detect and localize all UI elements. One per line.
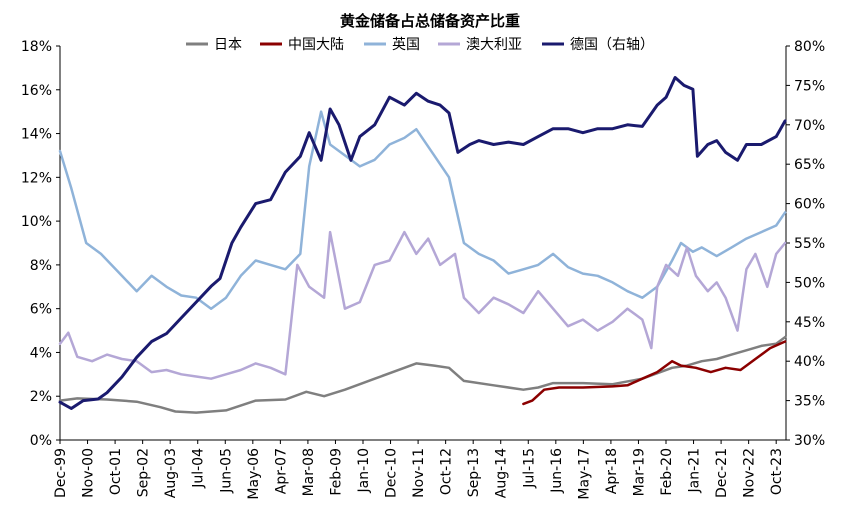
left-axis-tick-label: 4% [30,345,52,361]
x-axis-tick-label: Oct-01 [108,448,124,495]
x-axis-tick-label: Oct-12 [439,448,455,495]
tick-labels: 0% 2% 4% 6% 8% 10% 12% 14% 16% 18% 30% 35% 40% 45% 50%… [21,39,825,500]
x-axis-tick-label: Jul-04 [191,448,207,489]
series-line-4 [58,76,787,410]
right-axis-tick-label: 55% [794,236,825,252]
series-group [58,76,787,414]
right-axis-tick-label: 40% [794,354,825,370]
x-axis-tick-label: Jun-16 [549,448,565,494]
right-axis-tick-label: 80% [794,39,825,55]
x-axis-tick-label: Dec-10 [384,448,400,498]
x-axis-tick-label: Sep-02 [136,448,152,497]
left-axis-tick-label: 0% [30,433,52,449]
x-axis-tick-label: Nov-00 [81,448,97,498]
chart-title: 黄金储备占总储备资产比重 [340,12,520,30]
right-axis-tick-label: 35% [794,394,825,410]
x-axis-tick-label: Feb-09 [328,448,344,496]
x-axis-tick-label: Feb-20 [659,448,675,496]
legend-label-2: 英国 [392,36,420,53]
x-axis-tick-label: May-06 [246,448,262,500]
axes [56,45,790,444]
x-axis-tick-label: Apr-07 [273,448,289,494]
legend-label-0: 日本 [214,37,242,53]
legend-label-4: 德国（右轴） [570,37,654,53]
right-axis-tick-label: 70% [794,118,825,134]
legend-label-1: 中国大陆 [288,37,344,53]
x-axis-tick-label: Nov-22 [742,448,758,498]
x-axis-tick-label: Aug-14 [494,448,510,498]
right-axis-tick-label: 60% [794,197,825,213]
right-axis-tick-label: 30% [794,433,825,449]
x-axis-tick-label: May-17 [576,448,592,500]
x-axis-tick-label: Oct-23 [769,448,785,495]
x-axis-tick-label: Sep-13 [466,448,482,497]
right-axis-tick-label: 65% [794,157,825,173]
x-axis-tick-label: Jul-15 [521,448,537,489]
series-line-0 [58,335,787,414]
series-line-1 [522,340,787,406]
right-axis-tick-label: 50% [794,275,825,291]
x-axis-tick-label: Aug-03 [163,448,179,498]
x-axis-tick-label: Nov-11 [411,448,427,498]
series-line-3 [58,230,787,380]
left-axis-tick-label: 12% [21,170,52,186]
x-axis-tick-label: Dec-99 [53,448,69,498]
left-axis-tick-label: 16% [21,83,52,99]
left-axis-tick-label: 6% [30,302,52,318]
x-axis-tick-label: Jun-05 [218,448,234,494]
legend-label-3: 澳大利亚 [466,37,522,53]
legend: 日本 中国大陆 英国 澳大利亚 德国（右轴） [186,36,654,53]
x-axis-tick-label: Mar-19 [631,448,647,496]
left-axis-tick-label: 10% [21,214,52,230]
left-axis-tick-label: 2% [30,389,52,405]
x-axis-tick-label: Jan-21 [687,448,703,493]
x-axis-tick-label: Dec-21 [714,448,730,498]
right-axis-tick-label: 75% [794,78,825,94]
right-axis-tick-label: 45% [794,315,825,331]
x-axis-tick-label: Mar-08 [301,448,317,496]
left-axis-tick-label: 18% [21,39,52,55]
left-axis-tick-label: 8% [30,258,52,274]
x-axis-tick-label: Jan-10 [356,448,372,493]
x-axis-tick-label: Apr-18 [604,448,620,494]
series-line-2 [58,110,787,310]
left-axis-tick-label: 14% [21,127,52,143]
